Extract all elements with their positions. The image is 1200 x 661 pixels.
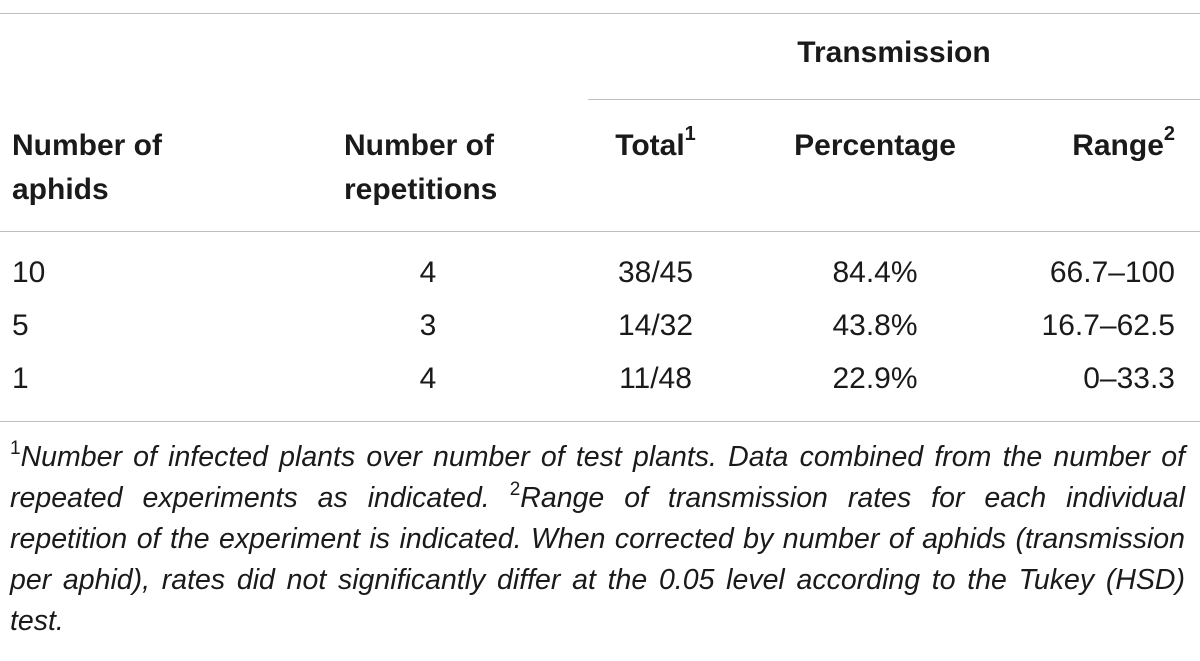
cell-repetitions: 3 [419, 309, 437, 342]
col-header-total: Total1 [588, 124, 723, 168]
footnote-mark-1: 1 [10, 437, 21, 459]
footnote-marker-2: 2 [1163, 123, 1175, 145]
col-header-percentage: Percentage [794, 129, 956, 162]
col-header-range-label: Range [1072, 129, 1164, 162]
col-header-range: Range2 [1000, 124, 1175, 168]
group-header-rule [588, 99, 1200, 100]
cell-repetitions: 4 [419, 362, 437, 395]
cell-total: 11/48 [619, 362, 692, 395]
top-rule [0, 13, 1200, 14]
cell-range: 16.7–62.5 [1041, 309, 1175, 342]
footnote-text-1: Number of infected plants over number of… [10, 441, 1185, 514]
col-header-aphids-line2: aphids [12, 173, 109, 206]
cell-percentage: 43.8% [832, 309, 918, 342]
cell-range: 0–33.3 [1083, 362, 1175, 395]
table-footnote: 1Number of infected plants over number o… [10, 437, 1185, 642]
transmission-group-header: Transmission [797, 36, 991, 69]
col-header-repetitions-line1: Number of [344, 129, 494, 162]
footnote-mark-2: 2 [509, 478, 521, 500]
cell-aphids: 1 [12, 362, 29, 395]
cell-percentage: 22.9% [832, 362, 918, 395]
bottom-rule [0, 421, 1200, 422]
col-header-repetitions-line2: repetitions [344, 173, 498, 206]
cell-repetitions: 4 [419, 256, 437, 289]
cell-total: 14/32 [617, 309, 694, 342]
cell-percentage: 84.4% [832, 256, 918, 289]
header-rule [0, 231, 1200, 232]
cell-aphids: 10 [12, 256, 46, 289]
cell-total: 38/45 [617, 256, 694, 289]
cell-aphids: 5 [12, 309, 29, 342]
footnote-marker-1: 1 [684, 123, 696, 145]
footnote-text-2: Range of transmission rates for each ind… [10, 482, 1185, 637]
cell-range: 66.7–100 [1049, 256, 1175, 289]
col-header-total-label: Total [615, 129, 685, 162]
col-header-aphids-line1: Number of [12, 129, 162, 162]
